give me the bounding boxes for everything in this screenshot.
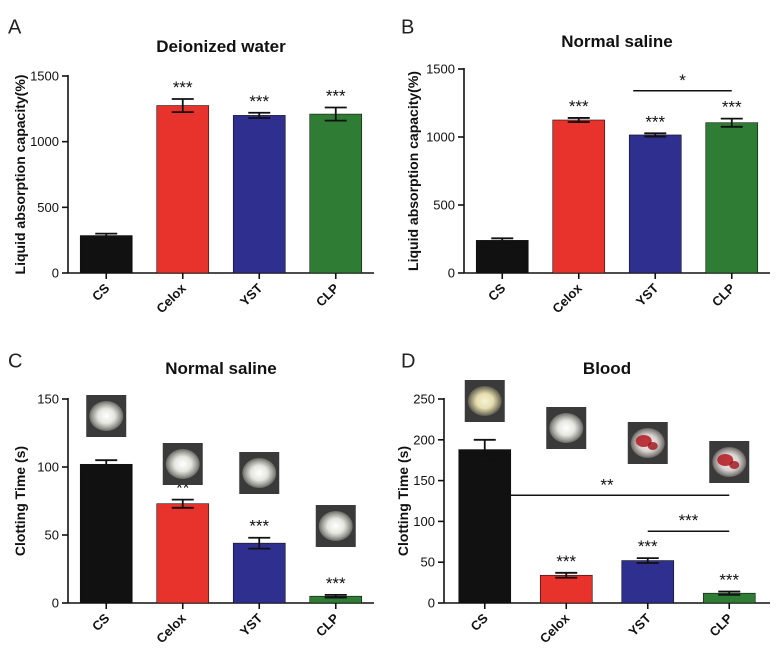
- x-tick-label: CLP: [709, 280, 738, 309]
- panel-c: C Normal saline Clotting Time (s) 0 50 100 150…: [8, 351, 374, 646]
- x-tick-label: CLP: [313, 610, 342, 639]
- significance-label: ***: [249, 517, 269, 536]
- blood-stain: [647, 442, 658, 450]
- bar-celox: [539, 574, 593, 604]
- photo-inset-clp: [709, 441, 750, 483]
- x-tick-label: Celox: [549, 280, 585, 316]
- photo-inset-yst: [239, 452, 280, 494]
- bar-yst: [232, 542, 286, 604]
- y-tick-label: 150: [413, 473, 435, 488]
- x-tick-label: YST: [237, 610, 266, 639]
- bar-cs: [79, 235, 133, 274]
- x-tick-label: Celox: [537, 610, 573, 646]
- y-axis-label: Clotting Time (s): [395, 446, 411, 556]
- significance-label: ***: [719, 571, 739, 590]
- bar-cs: [475, 240, 529, 274]
- y-tick-label: 200: [413, 432, 435, 447]
- y-tick-label: 100: [37, 460, 59, 475]
- y-tick-label: 100: [413, 514, 435, 529]
- panel-title: Normal saline: [561, 32, 673, 51]
- panel-a: A Deionized water Liquid absorption capaci…: [8, 17, 374, 316]
- significance-label: ***: [326, 87, 346, 106]
- bar-celox: [156, 105, 210, 274]
- bar-celox: [156, 503, 210, 604]
- x-tick-label: CS: [89, 610, 113, 634]
- panel-title: Blood: [583, 359, 631, 378]
- panel-letter: B: [401, 17, 414, 39]
- panel-letter: C: [8, 351, 22, 373]
- y-axis-label: Liquid absorption capacity(%): [12, 75, 28, 275]
- bar-yst: [628, 134, 682, 274]
- y-tick-label: 0: [448, 266, 455, 281]
- photo-inset-cs: [464, 380, 505, 422]
- significance-label: ***: [173, 78, 193, 97]
- y-tick-label: 0: [52, 266, 59, 281]
- y-tick-label: 500: [433, 198, 455, 213]
- y-tick-label: 1500: [426, 62, 455, 77]
- powder-pile: [318, 511, 353, 541]
- bar-clp: [705, 122, 759, 274]
- x-tick-label: YST: [625, 610, 654, 639]
- bar-cs: [79, 463, 133, 604]
- x-tick-label: CLP: [313, 280, 342, 309]
- blood-stain: [635, 435, 652, 447]
- y-axis-label: Clotting Time (s): [12, 446, 28, 556]
- panel-d: D Blood Clotting Time (s) 0 50 100 150 200 250 CS…: [395, 351, 770, 646]
- bar-yst: [232, 115, 286, 274]
- bar-clp: [309, 113, 363, 274]
- photo-inset-celox: [162, 443, 203, 485]
- x-tick-label: CS: [485, 280, 509, 304]
- bracket-label: *: [679, 71, 686, 90]
- bar-cs: [458, 449, 512, 604]
- significance-label: ***: [326, 574, 346, 593]
- y-axis-label: Liquid absorption capacity(%): [405, 71, 421, 271]
- x-tick-label: YST: [237, 280, 266, 309]
- powder-pile: [467, 386, 502, 416]
- powder-pile: [89, 401, 124, 431]
- y-tick-label: 50: [45, 528, 59, 543]
- bracket-label: ***: [679, 511, 699, 530]
- significance-label: ***: [645, 112, 665, 131]
- significance-label: ***: [556, 552, 576, 571]
- panel-letter: D: [401, 351, 415, 373]
- x-tick-label: CLP: [706, 610, 735, 639]
- blood-stain: [729, 461, 740, 469]
- photo-inset-yst: [627, 422, 668, 464]
- significance-label: ***: [249, 92, 269, 111]
- panel-title: Deionized water: [156, 37, 286, 56]
- x-tick-label: YST: [633, 280, 662, 309]
- bar-yst: [621, 560, 675, 604]
- x-tick-label: CS: [467, 610, 491, 634]
- significance-label: ***: [569, 97, 589, 116]
- powder-pile: [549, 413, 584, 443]
- y-tick-label: 150: [37, 392, 59, 407]
- powder-pile: [165, 449, 200, 479]
- x-tick-label: Celox: [153, 610, 189, 646]
- y-tick-label: 500: [37, 200, 59, 215]
- powder-pile: [242, 458, 277, 488]
- y-tick-label: 1000: [426, 130, 455, 145]
- panel-letter: A: [8, 17, 22, 39]
- panel-b: B Normal saline Liquid absorption capacity…: [401, 17, 770, 316]
- y-tick-label: 1000: [30, 134, 59, 149]
- photo-inset-cs: [86, 395, 127, 437]
- blood-stain: [717, 454, 734, 466]
- y-tick-label: 0: [52, 596, 59, 611]
- y-tick-label: 0: [428, 596, 435, 611]
- bar-celox: [552, 119, 606, 274]
- panel-title: Normal saline: [165, 359, 277, 378]
- photo-inset-celox: [546, 407, 587, 449]
- photo-inset-clp: [315, 505, 356, 547]
- y-tick-label: 50: [421, 555, 435, 570]
- x-tick-label: Celox: [153, 280, 189, 316]
- x-tick-label: CS: [89, 280, 113, 304]
- y-tick-label: 1500: [30, 69, 59, 84]
- significance-label: ***: [638, 537, 658, 556]
- significance-label: ***: [722, 98, 742, 117]
- bracket-label: **: [600, 475, 614, 494]
- y-tick-label: 250: [413, 392, 435, 407]
